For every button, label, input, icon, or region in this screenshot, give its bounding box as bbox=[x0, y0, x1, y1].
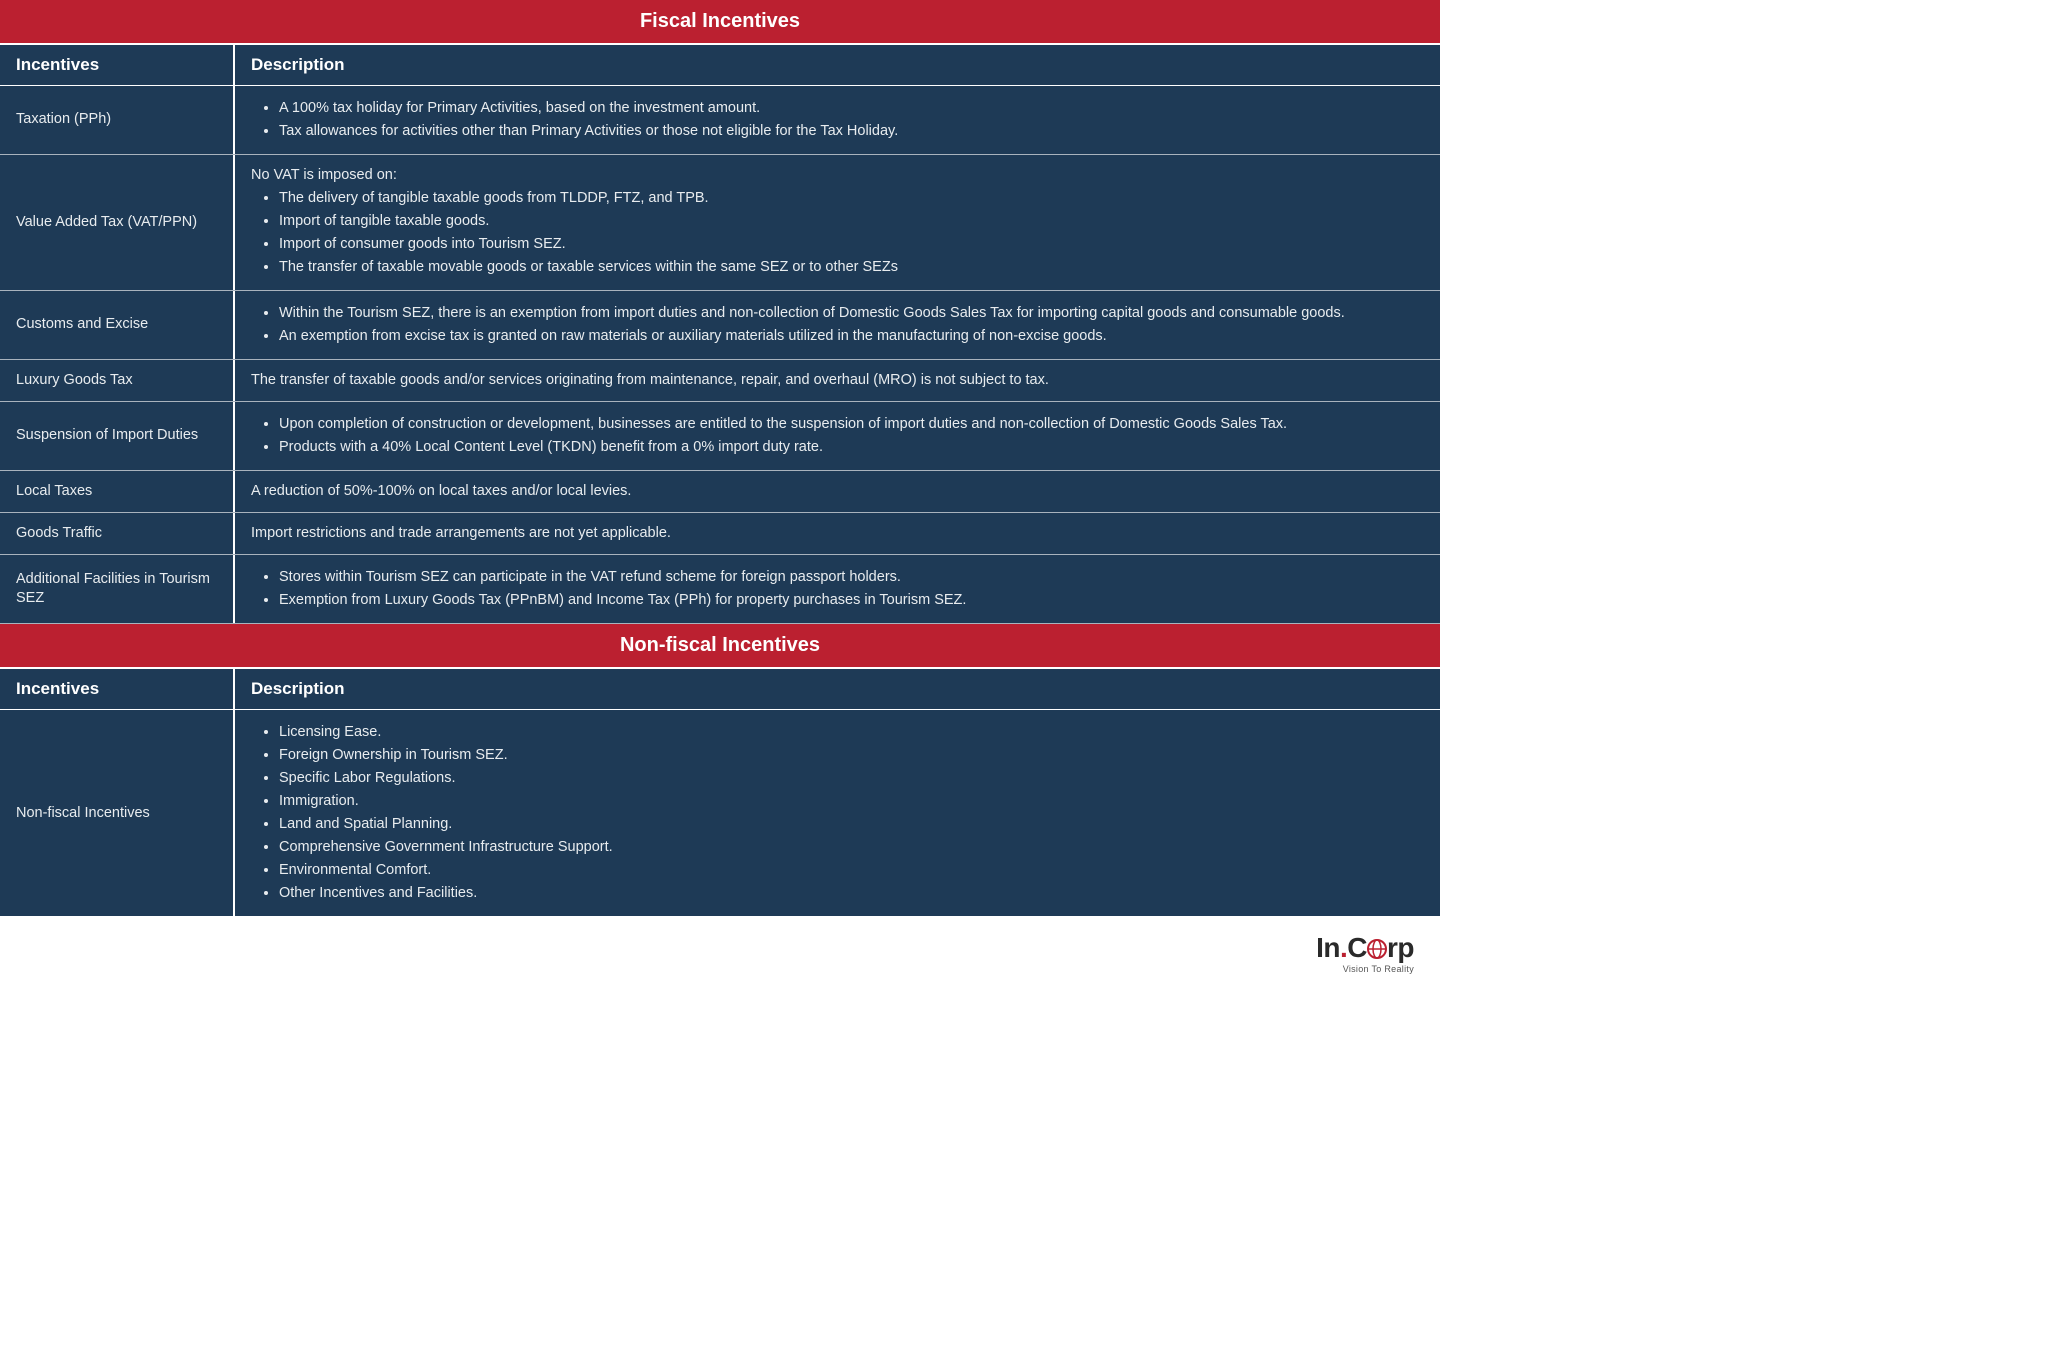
cell-description: Upon completion of construction or devel… bbox=[235, 402, 1440, 470]
column-header-description: Description bbox=[235, 669, 1440, 709]
cell-incentive: Taxation (PPh) bbox=[0, 86, 235, 154]
desc-list: Licensing Ease.Foreign Ownership in Tour… bbox=[251, 722, 1424, 904]
logo-area: In.Crp Vision To Reality bbox=[0, 916, 1440, 986]
globe-icon bbox=[1367, 934, 1387, 962]
logo-pre: In bbox=[1316, 932, 1340, 963]
section-header: Fiscal Incentives bbox=[0, 0, 1440, 45]
cell-incentive: Additional Facilities in Tourism SEZ bbox=[0, 555, 235, 623]
list-item: Comprehensive Government Infrastructure … bbox=[279, 837, 1424, 858]
desc-list: Upon completion of construction or devel… bbox=[251, 414, 1424, 458]
section-header: Non-fiscal Incentives bbox=[0, 624, 1440, 669]
list-item: Tax allowances for activities other than… bbox=[279, 121, 1424, 142]
list-item: Foreign Ownership in Tourism SEZ. bbox=[279, 745, 1424, 766]
list-item: Other Incentives and Facilities. bbox=[279, 883, 1424, 904]
table-row: Value Added Tax (VAT/PPN)No VAT is impos… bbox=[0, 155, 1440, 291]
desc-intro: No VAT is imposed on: bbox=[251, 165, 1424, 186]
column-header-description: Description bbox=[235, 45, 1440, 85]
table-row: Customs and Excise Within the Tourism SEZ… bbox=[0, 291, 1440, 360]
desc-list: The delivery of tangible taxable goods f… bbox=[251, 188, 1424, 278]
cell-incentive: Local Taxes bbox=[0, 471, 235, 512]
list-item: The delivery of tangible taxable goods f… bbox=[279, 188, 1424, 209]
cell-incentive: Customs and Excise bbox=[0, 291, 235, 359]
desc-list: A 100% tax holiday for Primary Activitie… bbox=[251, 98, 1424, 142]
column-header-incentives: Incentives bbox=[0, 669, 235, 709]
list-item: Environmental Comfort. bbox=[279, 860, 1424, 881]
list-item: Land and Spatial Planning. bbox=[279, 814, 1424, 835]
table-row: Luxury Goods TaxThe transfer of taxable … bbox=[0, 360, 1440, 402]
cell-incentive: Goods Traffic bbox=[0, 513, 235, 554]
cell-description: Import restrictions and trade arrangemen… bbox=[235, 513, 1440, 554]
list-item: A 100% tax holiday for Primary Activitie… bbox=[279, 98, 1424, 119]
incentives-table: Fiscal IncentivesIncentivesDescriptionTa… bbox=[0, 0, 1440, 916]
logo-post: C bbox=[1347, 932, 1367, 963]
list-item: Import of consumer goods into Tourism SE… bbox=[279, 234, 1424, 255]
cell-description: The transfer of taxable goods and/or ser… bbox=[235, 360, 1440, 401]
cell-incentive: Non-fiscal Incentives bbox=[0, 710, 235, 916]
column-headers: IncentivesDescription bbox=[0, 669, 1440, 710]
table-row: Suspension of Import Duties Upon completi… bbox=[0, 402, 1440, 471]
logo-text: In.Crp bbox=[1316, 934, 1414, 962]
column-headers: IncentivesDescription bbox=[0, 45, 1440, 86]
table-row: Taxation (PPh) A 100% tax holiday for Pri… bbox=[0, 86, 1440, 155]
list-item: Stores within Tourism SEZ can participat… bbox=[279, 567, 1424, 588]
cell-description: Licensing Ease.Foreign Ownership in Tour… bbox=[235, 710, 1440, 916]
desc-list: Stores within Tourism SEZ can participat… bbox=[251, 567, 1424, 611]
cell-incentive: Suspension of Import Duties bbox=[0, 402, 235, 470]
list-item: An exemption from excise tax is granted … bbox=[279, 326, 1424, 347]
cell-description: Stores within Tourism SEZ can participat… bbox=[235, 555, 1440, 623]
cell-incentive: Luxury Goods Tax bbox=[0, 360, 235, 401]
list-item: Licensing Ease. bbox=[279, 722, 1424, 743]
cell-description: A 100% tax holiday for Primary Activitie… bbox=[235, 86, 1440, 154]
cell-description: A reduction of 50%-100% on local taxes a… bbox=[235, 471, 1440, 512]
cell-description: Within the Tourism SEZ, there is an exem… bbox=[235, 291, 1440, 359]
list-item: Immigration. bbox=[279, 791, 1424, 812]
list-item: The transfer of taxable movable goods or… bbox=[279, 257, 1424, 278]
list-item: Products with a 40% Local Content Level … bbox=[279, 437, 1424, 458]
list-item: Specific Labor Regulations. bbox=[279, 768, 1424, 789]
table-row: Goods TrafficImport restrictions and tra… bbox=[0, 513, 1440, 555]
company-logo: In.Crp Vision To Reality bbox=[1316, 934, 1414, 974]
logo-end: rp bbox=[1387, 932, 1414, 963]
list-item: Exemption from Luxury Goods Tax (PPnBM) … bbox=[279, 590, 1424, 611]
desc-list: Within the Tourism SEZ, there is an exem… bbox=[251, 303, 1424, 347]
list-item: Upon completion of construction or devel… bbox=[279, 414, 1424, 435]
cell-incentive: Value Added Tax (VAT/PPN) bbox=[0, 155, 235, 290]
table-row: Local TaxesA reduction of 50%-100% on lo… bbox=[0, 471, 1440, 513]
cell-description: No VAT is imposed on:The delivery of tan… bbox=[235, 155, 1440, 290]
table-row: Additional Facilities in Tourism SEZ Stor… bbox=[0, 555, 1440, 624]
list-item: Import of tangible taxable goods. bbox=[279, 211, 1424, 232]
column-header-incentives: Incentives bbox=[0, 45, 235, 85]
list-item: Within the Tourism SEZ, there is an exem… bbox=[279, 303, 1424, 324]
logo-tagline: Vision To Reality bbox=[1316, 964, 1414, 974]
table-row: Non-fiscal IncentivesLicensing Ease.Fore… bbox=[0, 710, 1440, 916]
